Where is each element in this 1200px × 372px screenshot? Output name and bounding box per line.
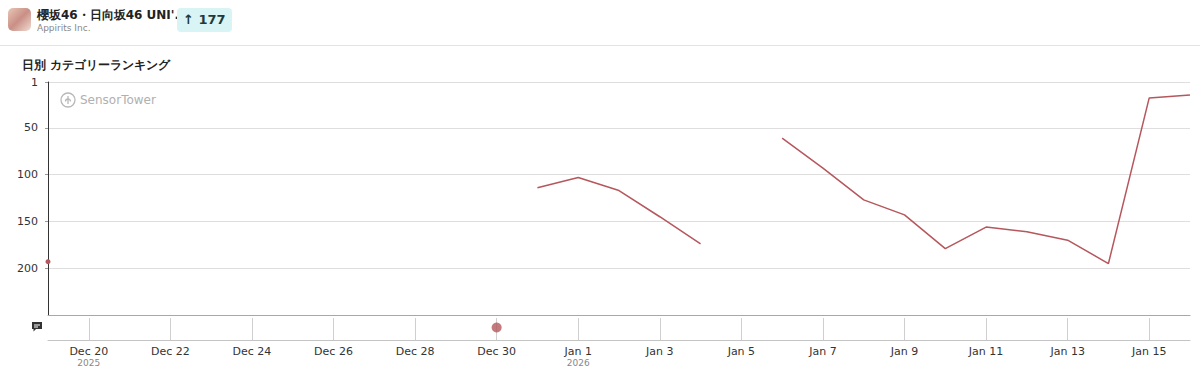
svg-text:Dec 26: Dec 26 [314,345,353,358]
svg-text:Dec 24: Dec 24 [233,345,272,358]
svg-text:1: 1 [31,76,38,89]
html-text:Appirits Inc.: Appirits Inc. [37,23,91,33]
svg-text:Jan 11: Jan 11 [968,345,1003,358]
svg-text:Jan 13: Jan 13 [1049,345,1084,358]
svg-text:Dec 22: Dec 22 [151,345,190,358]
svg-text:2026: 2026 [567,358,590,368]
svg-text:2025: 2025 [77,358,100,368]
svg-text:Jan 7: Jan 7 [808,345,836,358]
svg-text:Jan 15: Jan 15 [1131,345,1166,358]
svg-text:100: 100 [17,168,38,181]
html-text:櫻坂46・日向坂46 UNI'...: 櫻坂46・日向坂46 UNI'... [37,8,189,22]
svg-text:Dec 30: Dec 30 [477,345,516,358]
svg-text:Jan 5: Jan 5 [727,345,755,358]
svg-text:Jan 3: Jan 3 [645,345,673,358]
svg-text:Jan 1: Jan 1 [563,345,591,358]
svg-text:150: 150 [17,215,38,228]
svg-text:200: 200 [17,262,38,275]
html-text:↑ 177: ↑ 177 [183,12,226,27]
html-text:SensorTower: SensorTower [80,93,156,107]
svg-text:Dec 20: Dec 20 [69,345,108,358]
html-text:日別 カテゴリーランキング: 日別 カテゴリーランキング [22,58,171,72]
svg-text:50: 50 [24,121,38,134]
svg-text:Jan 9: Jan 9 [890,345,918,358]
svg-text:Dec 28: Dec 28 [396,345,435,358]
